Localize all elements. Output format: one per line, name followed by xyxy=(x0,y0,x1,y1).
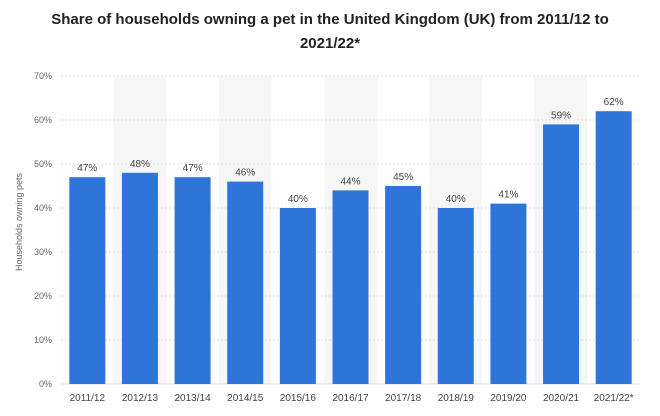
value-label: 46% xyxy=(235,168,255,179)
y-tick-label: 30% xyxy=(34,247,52,257)
bar[interactable] xyxy=(121,172,158,384)
value-label: 41% xyxy=(498,190,518,201)
bar[interactable] xyxy=(227,181,264,384)
y-tick-label: 50% xyxy=(34,159,52,169)
bar[interactable] xyxy=(595,111,632,384)
x-tick-label: 2019/20 xyxy=(490,393,527,404)
x-tick-label: 2018/19 xyxy=(438,393,475,404)
y-axis-ticks: 0% 10% 20% 30% 40% 50% 60% 70% xyxy=(34,71,52,389)
x-tick-label: 2012/13 xyxy=(122,393,159,404)
value-label: 40% xyxy=(288,194,308,205)
value-label: 62% xyxy=(604,97,624,108)
x-tick-label: 2021/22* xyxy=(594,393,634,404)
value-labels: 47% 48% 47% 46% 40% 44% 45% 40% 41% 59% 62% xyxy=(77,97,623,205)
bar[interactable] xyxy=(490,203,527,384)
y-tick-label: 60% xyxy=(34,115,52,125)
value-label: 48% xyxy=(130,159,150,170)
bars xyxy=(69,111,632,385)
y-axis-label: Households owning pets xyxy=(14,172,24,271)
x-tick-label: 2014/15 xyxy=(227,393,264,404)
value-label: 47% xyxy=(77,163,97,174)
x-tick-label: 2017/18 xyxy=(385,393,422,404)
x-tick-label: 2020/21 xyxy=(543,393,580,404)
value-label: 40% xyxy=(446,194,466,205)
y-tick-label: 20% xyxy=(34,291,52,301)
y-tick-label: 40% xyxy=(34,203,52,213)
value-label: 47% xyxy=(183,163,203,174)
bar[interactable] xyxy=(385,186,422,384)
bar[interactable] xyxy=(332,190,369,384)
bar[interactable] xyxy=(174,177,211,384)
value-label: 44% xyxy=(340,176,360,187)
y-tick-label: 70% xyxy=(34,71,52,81)
chart-title: Share of households owning a pet in the … xyxy=(51,11,609,52)
bar[interactable] xyxy=(437,208,474,384)
value-label: 59% xyxy=(551,110,571,121)
x-axis-ticks: 2011/12 2012/13 2013/14 2014/15 2015/16 2016/… xyxy=(70,393,634,404)
x-tick-label: 2013/14 xyxy=(175,393,212,404)
bar[interactable] xyxy=(543,124,580,385)
x-tick-label: 2016/17 xyxy=(332,393,369,404)
x-tick-label: 2015/16 xyxy=(280,393,317,404)
bar[interactable] xyxy=(279,208,316,384)
x-tick-label: 2011/12 xyxy=(70,393,106,404)
y-tick-label: 10% xyxy=(34,335,52,345)
value-label: 45% xyxy=(393,172,413,183)
y-tick-label: 0% xyxy=(39,379,52,389)
bar[interactable] xyxy=(69,177,106,384)
